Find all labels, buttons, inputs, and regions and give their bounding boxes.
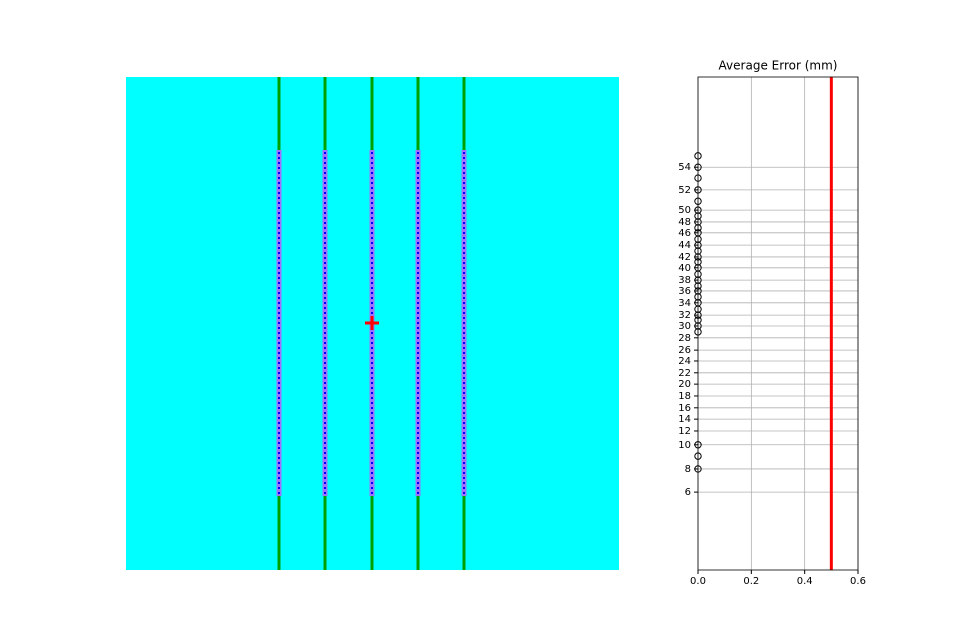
y-tick-label: 14 — [678, 414, 691, 425]
x-tick-label: 0.4 — [797, 576, 813, 587]
y-tick-label: 46 — [678, 228, 691, 239]
y-tick-label: 40 — [678, 263, 691, 274]
y-tick-label: 16 — [678, 403, 691, 414]
y-tick-label: 6 — [685, 487, 691, 498]
y-tick-label: 22 — [678, 368, 691, 379]
x-tick-label: 0.2 — [743, 576, 759, 587]
y-tick-label: 10 — [678, 440, 691, 451]
x-tick-label: 0.0 — [690, 576, 706, 587]
y-tick-label: 54 — [678, 162, 691, 173]
y-tick-label: 20 — [678, 379, 691, 390]
x-tick-label: 0.6 — [850, 576, 866, 587]
y-tick-label: 32 — [678, 310, 691, 321]
y-tick-label: 48 — [678, 217, 691, 228]
image-panel — [126, 77, 619, 570]
plot-frame — [697, 76, 859, 571]
y-tick-label: 50 — [678, 205, 691, 216]
y-tick-label: 26 — [678, 345, 691, 356]
y-tick-label: 12 — [678, 426, 691, 437]
y-tick-label: 44 — [678, 240, 691, 251]
y-tick-label: 28 — [678, 333, 691, 344]
chart-title: Average Error (mm) — [719, 59, 838, 73]
y-tick-label: 8 — [685, 464, 691, 475]
y-tick-label: 30 — [678, 321, 691, 332]
y-tick-label: 38 — [678, 275, 691, 286]
y-tick-label: 34 — [678, 298, 691, 309]
y-tick-label: 24 — [678, 356, 691, 367]
center-cross — [365, 316, 379, 330]
y-tick-label: 42 — [678, 252, 691, 263]
y-tick-label: 52 — [678, 185, 691, 196]
y-tick-label: 18 — [678, 391, 691, 402]
y-tick-label: 36 — [678, 286, 691, 297]
